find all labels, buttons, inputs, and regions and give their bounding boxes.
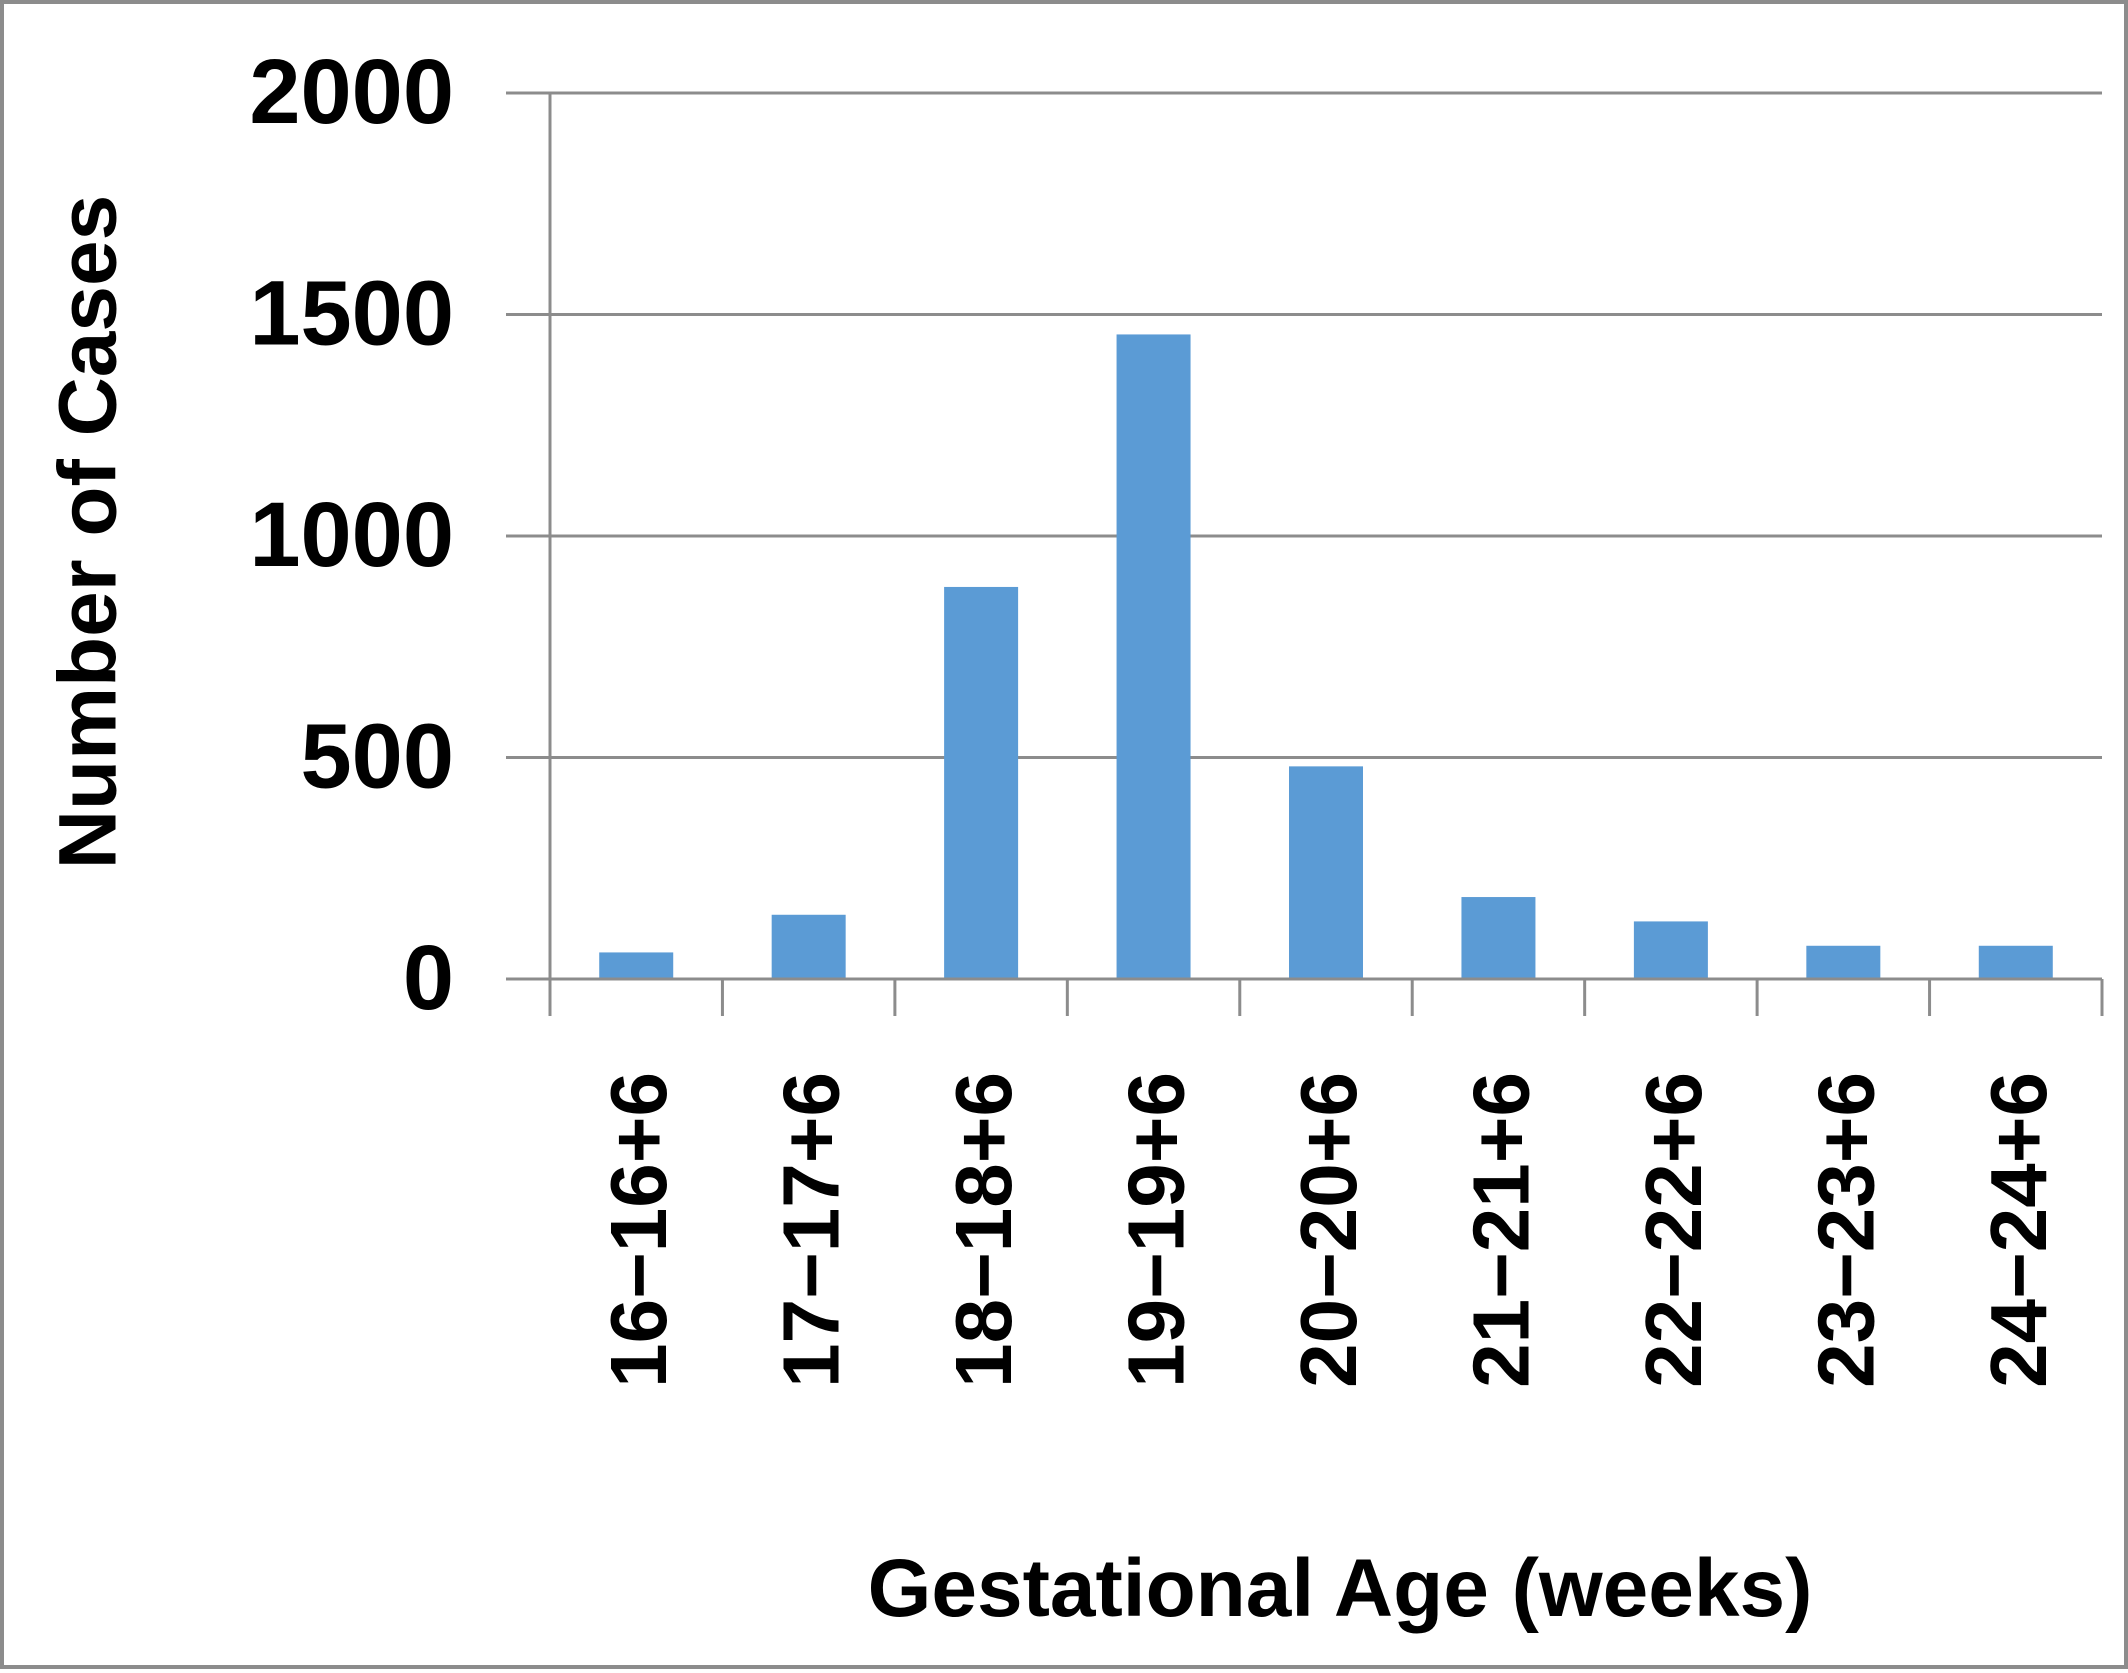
x-tick-label: 16−16+6 [594,1072,683,1388]
bar [771,914,846,979]
x-axis-title: Gestational Age (weeks) [868,1543,1813,1634]
y-tick-labels: 0 500 1000 1500 2000 [249,41,454,1029]
bar [599,952,674,979]
x-tick-label: 17−17+6 [767,1072,856,1388]
bar [1978,945,2053,979]
y-tick-label: 1000 [249,484,454,586]
gridlines [506,91,2102,759]
x-tick-labels: 16−16+6 17−17+6 18−18+6 19−19+6 20−20+6 21−21… [594,1072,2063,1388]
x-tick-label: 21−21+6 [1456,1072,1545,1388]
bar [944,586,1019,979]
x-tick-label: 18−18+6 [939,1072,1028,1388]
bar-chart: 0 500 1000 1500 2000 16−16+6 17−17+6 18−18+6 19… [43,41,2104,1634]
bar [1461,897,1536,979]
y-tick-label: 500 [301,706,455,808]
bar [1289,766,1363,979]
y-tick-label: 0 [403,927,454,1029]
bar [1806,945,1881,979]
x-tick-label: 23−23+6 [1801,1072,1890,1388]
x-tick-label: 19−19+6 [1112,1072,1201,1388]
axes [506,93,2104,1016]
y-axis-title: Number of Cases [43,195,134,869]
bar [1633,921,1708,979]
x-tick-label: 24−24+6 [1974,1072,2063,1388]
x-tick-label: 22−22+6 [1629,1072,1718,1388]
y-tick-label: 2000 [249,41,454,143]
y-tick-label: 1500 [249,263,454,365]
bars [599,334,2053,979]
x-tick-label: 20−20+6 [1284,1072,1373,1388]
bar [1116,334,1191,979]
